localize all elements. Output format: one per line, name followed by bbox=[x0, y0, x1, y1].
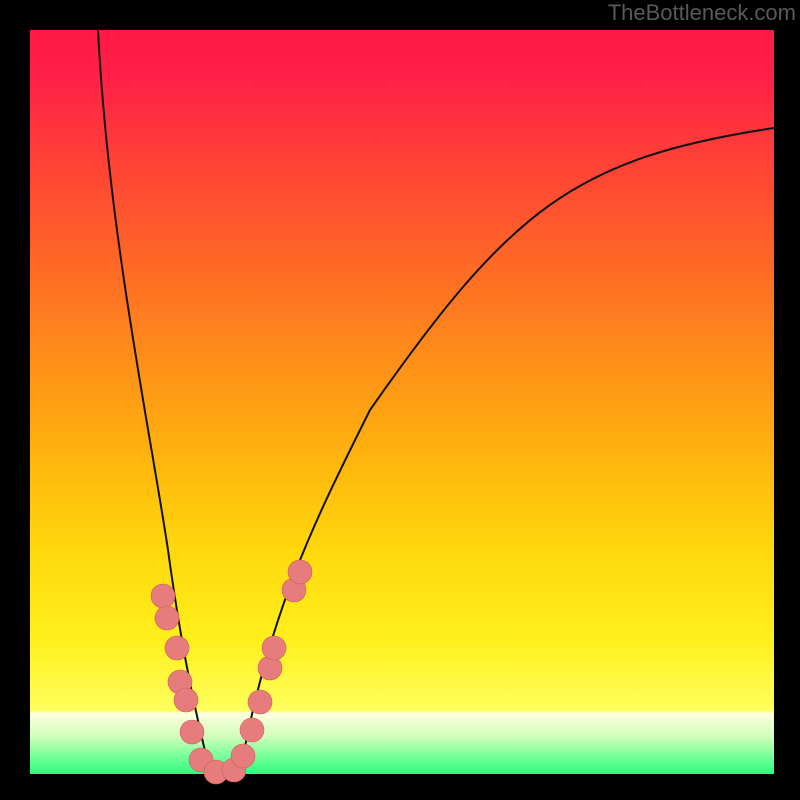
bottleneck-chart bbox=[0, 0, 800, 800]
marker-dot bbox=[155, 606, 179, 630]
plot-background bbox=[30, 30, 774, 774]
marker-dot bbox=[248, 690, 272, 714]
marker-dot bbox=[240, 718, 264, 742]
marker-dot bbox=[165, 636, 189, 660]
marker-dot bbox=[288, 560, 312, 584]
marker-dot bbox=[180, 720, 204, 744]
marker-dot bbox=[262, 636, 286, 660]
marker-dot bbox=[174, 688, 198, 712]
marker-dot bbox=[151, 584, 175, 608]
stage: TheBottleneck.com bbox=[0, 0, 800, 800]
marker-dot bbox=[231, 744, 255, 768]
